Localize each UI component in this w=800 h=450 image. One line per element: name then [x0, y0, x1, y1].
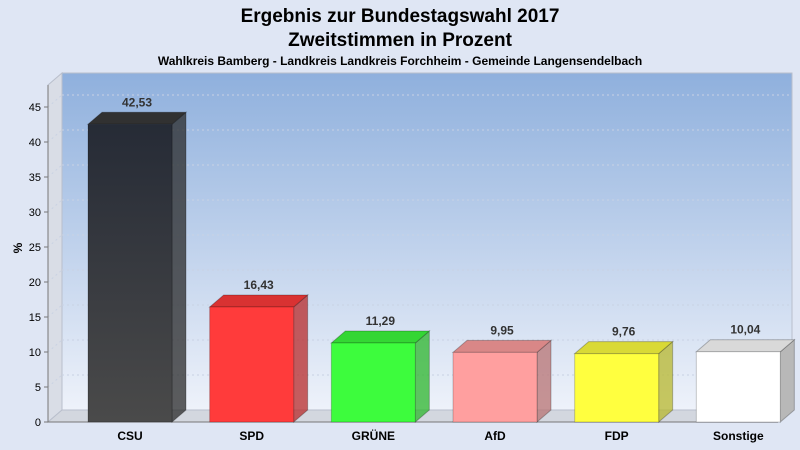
bar-side: [171, 111, 187, 424]
chart-title: Ergebnis zur Bundestagswahl 2017: [241, 6, 560, 27]
grid-line-side: [47, 304, 63, 318]
category-label: FDP: [605, 429, 629, 443]
bar-top: [451, 339, 553, 353]
category-label: Sonstige: [713, 429, 764, 443]
bar-front: [330, 342, 416, 423]
grid-line-side: [47, 269, 63, 283]
category-labels: CSU SPD GRÜNE AfD FDP Sonstige: [117, 428, 764, 443]
bar-fdp: [573, 340, 675, 424]
category-label: CSU: [117, 429, 142, 443]
grid-line-side: [47, 374, 63, 388]
category-label: GRÜNE: [352, 428, 395, 443]
bar-side: [658, 340, 674, 424]
value-label: 11,29: [366, 314, 396, 328]
bar-front: [695, 351, 781, 423]
plot-side-wall: [47, 71, 63, 424]
bar-csu: [86, 111, 188, 424]
bar-side: [779, 338, 795, 424]
bar-sonstige: [694, 338, 796, 424]
bar-spd: [208, 293, 310, 424]
y-tick-label: 10: [29, 347, 41, 359]
y-tick-label: 15: [29, 312, 41, 324]
value-label: 9,95: [490, 323, 514, 337]
bar-front: [574, 353, 660, 423]
grid-line-side: [47, 94, 63, 108]
y-tick-label: 5: [35, 382, 41, 394]
bar-top: [208, 294, 310, 308]
chart-caption: Wahlkreis Bamberg - Landkreis Landkreis …: [158, 54, 642, 68]
y-tick-label: 30: [29, 207, 41, 219]
grid-line-side: [47, 234, 63, 248]
value-label: 10,04: [730, 323, 760, 337]
bar-top: [329, 330, 431, 344]
bar-top: [86, 111, 188, 125]
y-axis-label: %: [11, 242, 25, 253]
y-tick-label: 20: [29, 277, 41, 289]
y-tick-label: 45: [29, 102, 41, 114]
bar-top: [694, 339, 796, 353]
bar-top: [573, 341, 675, 355]
chart-subtitle: Zweitstimmen in Prozent: [288, 30, 512, 51]
value-label: 16,43: [244, 278, 274, 292]
bar-side: [414, 329, 430, 424]
grid-line-side: [47, 129, 63, 143]
bars: 42,53 16,43 11,29 9,95 9,76 10,04: [86, 95, 796, 424]
value-label: 42,53: [122, 95, 152, 109]
bar-side: [536, 339, 552, 424]
category-label: AfD: [484, 429, 506, 443]
bar-afd: [451, 339, 553, 424]
bar-front: [209, 306, 295, 423]
grid-line-side: [47, 199, 63, 213]
grid-line-side: [47, 164, 63, 178]
y-tick-label: 25: [29, 242, 41, 254]
y-tick-label: 0: [35, 417, 41, 429]
bar-side: [293, 293, 309, 424]
category-label: SPD: [239, 429, 264, 443]
bar-front: [452, 351, 538, 423]
bar-grüne: [329, 329, 431, 424]
value-label: 9,76: [612, 325, 636, 339]
y-tick-labels: 0 5 10 15 20 25 30 35 40 45: [29, 102, 41, 429]
grid-line-side: [47, 339, 63, 353]
bar-front: [87, 123, 173, 423]
y-tick-label: 35: [29, 172, 41, 184]
y-tick-label: 40: [29, 137, 41, 149]
